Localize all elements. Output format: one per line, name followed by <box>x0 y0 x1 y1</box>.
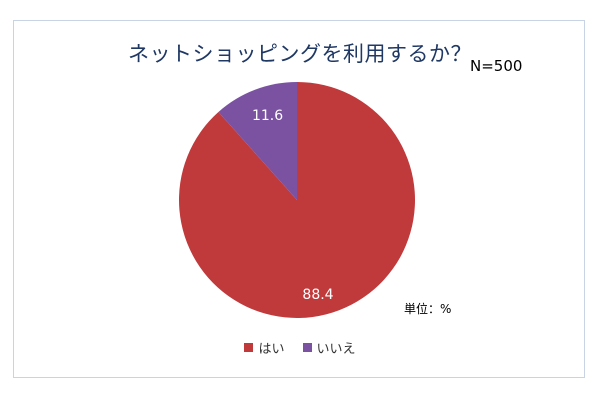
legend-label-no: いいえ <box>316 342 356 357</box>
legend-item-no: いいえ <box>302 338 356 357</box>
legend: はい いいえ <box>0 338 600 357</box>
legend-label-yes: はい <box>258 342 285 357</box>
data-label-yes: 88.4 <box>302 287 333 303</box>
legend-swatch-no <box>302 343 312 352</box>
pie-slice-no <box>218 82 297 200</box>
chart-title: ネットショッピングを利用するか？ <box>128 42 472 66</box>
legend-swatch-yes <box>244 343 254 352</box>
legend-item-yes: はい <box>244 338 285 357</box>
data-label-no: 11.6 <box>252 108 283 124</box>
sample-size-label: N=500 <box>470 57 523 75</box>
unit-label: 単位：% <box>404 302 452 316</box>
